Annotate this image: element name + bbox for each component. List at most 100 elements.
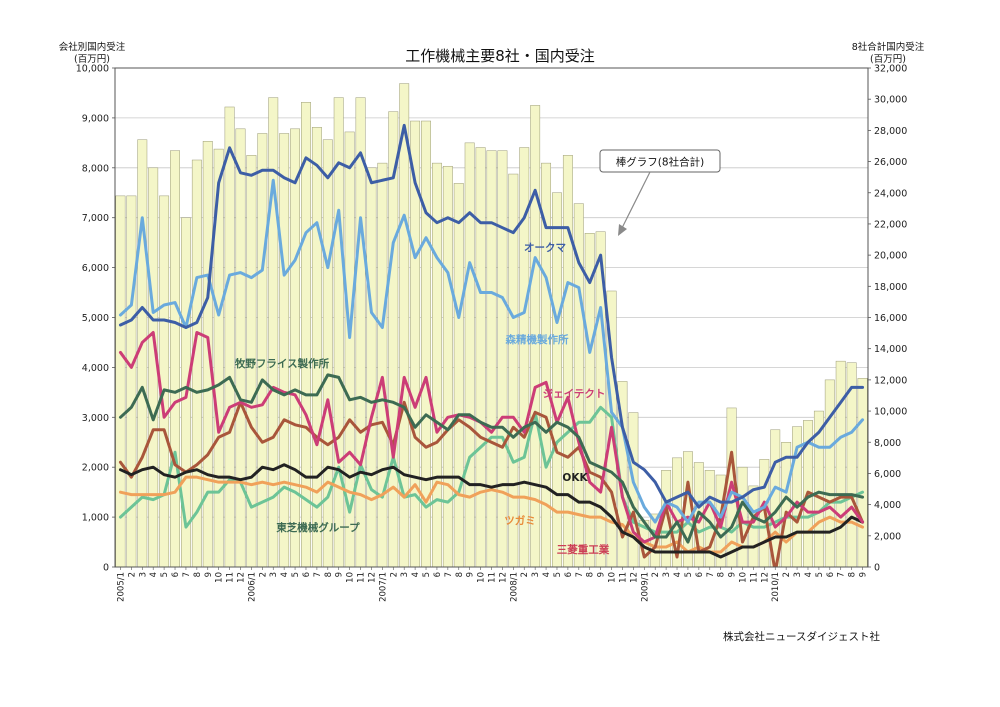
right-tick-label: 30,000 [874, 95, 907, 106]
x-tick-label: 9 [204, 572, 214, 577]
callout-arrow-line [621, 171, 651, 229]
series-label: 森精機製作所 [505, 333, 569, 346]
right-tick-label: 10,000 [874, 407, 907, 418]
total-orders-bar [475, 147, 486, 568]
total-orders-bar [824, 379, 835, 568]
x-tick-label: 6 [171, 572, 181, 577]
x-tick-label: 5 [291, 572, 301, 577]
right-axis-unit: (百万円) [870, 54, 906, 65]
left-tick-label: 1,000 [82, 513, 109, 524]
total-orders-bar [835, 360, 846, 568]
right-tick-label: 6,000 [874, 469, 901, 480]
x-tick-label: 3 [793, 572, 803, 577]
series-label: ジェイテクト [543, 388, 606, 400]
total-orders-bar [464, 142, 475, 568]
x-tick-label: 7 [313, 572, 323, 577]
right-tick-label: 18,000 [874, 282, 907, 293]
total-orders-bar [311, 127, 322, 568]
x-tick-label: 7 [575, 572, 585, 577]
x-tick-label: 7 [182, 572, 192, 577]
left-tick-label: 0 [103, 563, 109, 574]
right-tick-label: 12,000 [874, 375, 907, 386]
left-tick-label: 7,000 [82, 213, 109, 224]
right-tick-label: 16,000 [874, 313, 907, 324]
total-orders-bar [279, 133, 290, 568]
right-tick-label: 0 [874, 563, 880, 574]
total-orders-bar [442, 165, 453, 568]
axes: 0 1,000 2,000 3,000 4,000 5,000 6,000 7,000 8,00… [76, 64, 908, 602]
series-label: ツガミ [504, 514, 536, 527]
total-orders-bar [224, 106, 235, 568]
x-tick-label: 2 [389, 572, 399, 577]
series-label: 東芝機械グループ [276, 521, 360, 534]
x-tick-label: 2 [127, 572, 137, 577]
x-tick-label: 5 [422, 572, 432, 577]
x-tick-label: 6 [564, 572, 574, 577]
x-tick-label: 5 [160, 572, 170, 577]
x-tick-label: 12 [367, 572, 377, 583]
left-tick-label: 9,000 [82, 113, 109, 124]
line-6 [118, 475, 865, 554]
series-label: 三菱重工業 [557, 543, 610, 556]
x-tick-label: 11 [749, 572, 759, 583]
x-tick-label: 3 [269, 572, 279, 577]
x-tick-label: 6 [302, 572, 312, 577]
x-tick-label: 9 [597, 572, 607, 577]
left-tick-label: 6,000 [82, 263, 109, 274]
total-orders-bar [562, 155, 573, 568]
left-tick-label: 2,000 [82, 463, 109, 474]
x-tick-label: 12 [629, 572, 639, 583]
total-orders-bar [781, 442, 792, 568]
x-tick-label: 4 [411, 572, 421, 577]
x-tick-label: 8 [455, 572, 465, 577]
x-tick-label: 11 [226, 572, 236, 583]
left-tick-label: 8,000 [82, 163, 109, 174]
right-tick-label: 20,000 [874, 251, 907, 262]
x-tick-label: 10 [477, 572, 487, 583]
x-tick-label: 4 [280, 572, 290, 577]
x-tick-label: 6 [695, 572, 705, 577]
x-tick-label: 3 [531, 572, 541, 577]
right-tick-label: 4,000 [874, 500, 901, 511]
total-orders-bar [377, 162, 388, 568]
line-4 [118, 405, 865, 534]
total-orders-bar [322, 139, 333, 568]
x-tick-label: 12 [760, 572, 770, 583]
series-label: OKK [562, 472, 588, 484]
left-tick-label: 4,000 [82, 363, 109, 374]
x-tick-label: 6 [433, 572, 443, 577]
x-tick-label: 12 [237, 572, 247, 583]
x-tick-label: 2008/1 [509, 572, 519, 602]
x-tick-label: 10 [608, 572, 618, 583]
x-tick-label: 2 [651, 572, 661, 577]
series-label: 牧野フライス製作所 [235, 357, 330, 370]
x-tick-label: 2010/1 [771, 572, 781, 602]
x-tick-label: 10 [215, 572, 225, 583]
x-tick-label: 8 [717, 572, 727, 577]
right-tick-label: 8,000 [874, 438, 901, 449]
x-tick-label: 8 [586, 572, 596, 577]
x-tick-label: 7 [444, 572, 454, 577]
x-tick-label: 9 [466, 572, 476, 577]
x-tick-label: 5 [815, 572, 825, 577]
x-tick-label: 11 [618, 572, 628, 583]
chart-title: 工作機械主要8社・国内受注 [405, 47, 595, 65]
left-axis-unit: (百万円) [74, 54, 110, 65]
x-tick-label: 4 [673, 572, 683, 577]
publisher-credit: 株式会社ニュースダイジェスト社 [723, 630, 880, 643]
left-tick-label: 5,000 [82, 313, 109, 324]
x-tick-label: 11 [488, 572, 498, 583]
x-tick-label: 11 [357, 572, 367, 583]
line-1 [118, 178, 865, 524]
x-tick-label: 7 [706, 572, 716, 577]
x-tick-label: 5 [684, 572, 694, 577]
total-orders-bar [115, 195, 126, 568]
x-tick-label: 2005/1 [116, 572, 126, 602]
x-tick-label: 10 [739, 572, 749, 583]
right-tick-label: 22,000 [874, 219, 907, 230]
right-axis-label: 8社合計国内受注 [852, 41, 925, 53]
right-tick-label: 26,000 [874, 157, 907, 168]
left-tick-label: 10,000 [76, 64, 109, 75]
x-tick-label: 7 [837, 572, 847, 577]
